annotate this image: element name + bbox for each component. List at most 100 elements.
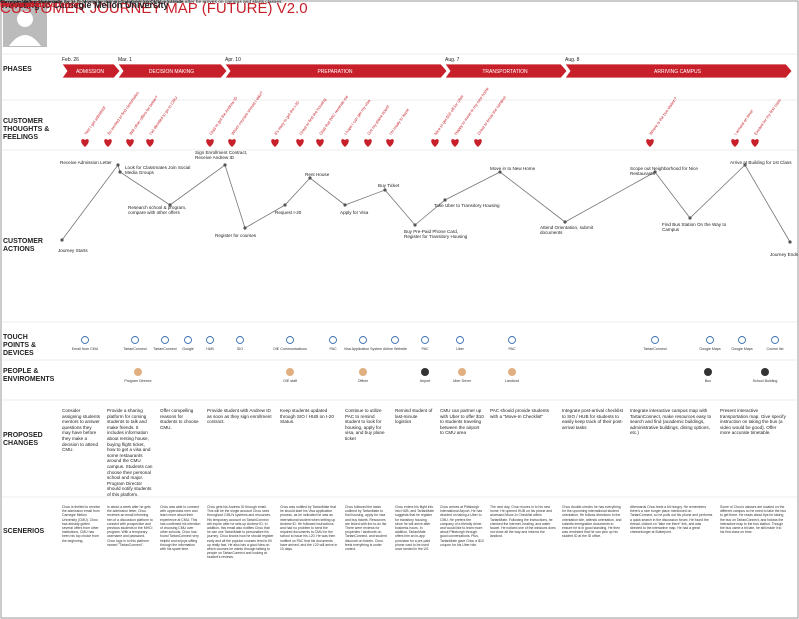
scenario: Chou arrives at Pittsburgh International… (440, 505, 484, 547)
journey-point (688, 216, 692, 220)
touch-point-label: Uber (456, 347, 464, 351)
title: CUSTOMER JOURNEY MAP (FUTURE) V2.0 (0, 0, 308, 17)
scenario: Chou is thrilled to receive the admissio… (62, 505, 101, 543)
touch-icon (329, 336, 337, 344)
person-icon (359, 368, 367, 376)
action-label: Buy Ticket (378, 183, 400, 188)
journey-point (498, 170, 502, 174)
touch-point-label: PAC (421, 347, 429, 351)
touch-icon (651, 336, 659, 344)
scope-label: Scope of Experience (0, 0, 79, 9)
action-label: Find Bus Station On the Way to Campus (662, 222, 727, 233)
people-label: Program Director (124, 379, 152, 383)
journey-point (243, 226, 247, 230)
phase-arrow (117, 63, 228, 79)
journey-point (168, 203, 172, 207)
phase-name: PREPARATION (317, 69, 353, 75)
person-icon (421, 368, 429, 376)
persona-text: Chou from China, first time to the U.S. … (0, 0, 185, 5)
journey-point (653, 170, 657, 174)
touch-icon (421, 336, 429, 344)
section-label: TOUCH POINTS & DEVICES (3, 334, 37, 357)
scenario: In about a week after he gets the admiss… (107, 505, 153, 547)
journey-point (413, 223, 417, 227)
touch-icon (236, 336, 244, 344)
touch-point-label: TartanConnect (123, 347, 147, 351)
proposed-change: Continue to utilize PAC to remind studen… (345, 408, 385, 441)
touch-point-label: TartanConnect (643, 347, 667, 351)
person-icon (286, 368, 294, 376)
proposed-change: Provide student with Andrew ID as soon a… (207, 408, 272, 425)
scenario: Chou followed the tasks outlined by Tart… (345, 505, 388, 552)
touch-icon (738, 336, 746, 344)
heart (271, 139, 279, 147)
touch-point-label: OIE Communications (273, 347, 307, 351)
proposed-change: Integrate post-arrival checklist to SIO … (562, 408, 624, 430)
proposed-change: Present interactive transportation map. … (720, 408, 786, 436)
action-label: Research school & program, compare with … (128, 205, 187, 216)
person-icon (508, 368, 516, 376)
scenario: Chou was able to connect with upperclass… (160, 505, 201, 552)
touch-point-label: Course list (766, 347, 784, 351)
proposed-change: Offer compelling reasons for students to… (160, 408, 199, 430)
section-label: PROPOSED CHANGES (3, 432, 43, 447)
heart (146, 139, 154, 147)
people-label: School Building (752, 379, 778, 383)
heart (126, 139, 134, 147)
journey-point (743, 163, 747, 167)
touch-icon (81, 336, 89, 344)
touch-icon (184, 336, 192, 344)
phase-name: ARRIVING CAMPUS (654, 69, 701, 75)
action-label: Take Uber to Transitory Housing (434, 203, 500, 208)
scenario: Chou double-checks he has everything for… (562, 505, 622, 539)
people-label: Uber Driver (452, 379, 472, 383)
touch-icon (771, 336, 779, 344)
heart (296, 139, 304, 147)
phase-arrow (444, 63, 568, 79)
phase-name: DECISION MAKING (148, 69, 195, 75)
scenario: Chou enters his flight info into HUB, an… (395, 505, 434, 552)
avatar-head (17, 11, 33, 27)
journey-point (443, 198, 447, 202)
action-label: Journey Ends (770, 252, 799, 257)
proposed-change: Keep students updated through SIO / HUB … (280, 408, 334, 425)
touch-point-label: Airline Website (383, 347, 407, 351)
heart (364, 139, 372, 147)
people-label: Officer (357, 379, 369, 383)
scenario: Some of Chou's classes are located on th… (720, 505, 786, 535)
action-label: Move in to New Home (490, 166, 536, 171)
person-icon (458, 368, 466, 376)
action-label: Scope out Neighborhood for Nice Restaura… (630, 166, 698, 177)
touch-point-label: PAC (329, 347, 337, 351)
touch-point-label: PAC (508, 347, 516, 351)
proposed-change: Integrate interactive campus map with Ta… (630, 408, 712, 436)
people-label: OIE staff (283, 379, 297, 383)
journey-point (563, 220, 567, 224)
proposed-change: PAC should provide students with a "Move… (490, 408, 549, 419)
organization-text: Carnegie Mellon University (0, 0, 62, 5)
phase-arrow (224, 63, 448, 79)
journey-point (308, 176, 312, 180)
scenario: The next day, Chou moves in to his new h… (490, 505, 556, 539)
phase-date: Apr. 10 (225, 57, 241, 63)
touch-point-label: Email from CMU (71, 347, 99, 351)
journey-point (223, 163, 227, 167)
action-label: Arrive at Building for 1st Class (730, 160, 792, 165)
journey-point (343, 203, 347, 207)
touch-icon (286, 336, 294, 344)
journey-point (788, 240, 792, 244)
heart (228, 139, 236, 147)
touch-icon (456, 336, 464, 344)
phase-name: TRANSPORTATION (482, 69, 528, 75)
phase-arrow (564, 63, 793, 79)
touch-point-label: Google Maps (699, 347, 721, 351)
organization-label: Orgnization (0, 0, 45, 9)
scenario: Chou gets his Andrew ID through email. T… (207, 505, 274, 560)
journey-point (60, 238, 64, 242)
action-label: Journey Starts (58, 248, 88, 253)
phase-date: Aug. 8 (565, 57, 580, 63)
people-label: Landlord (505, 379, 519, 383)
section-label: SCENERIOS (3, 528, 45, 535)
journey-point (283, 203, 287, 207)
